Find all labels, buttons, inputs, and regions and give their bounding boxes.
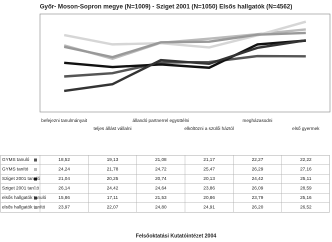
table-value: 20,25 (107, 176, 119, 181)
series-line (63, 20, 307, 49)
table-value: 15,86 (58, 195, 70, 200)
table-row-label: Sziget 2001 tanító (2, 186, 39, 191)
footer: Felsőoktatási Kutatóintézet 2004 (136, 233, 217, 239)
table-value: 21,04 (58, 176, 70, 181)
table-value: 21,08 (155, 157, 167, 162)
table-value: 21,17 (203, 157, 215, 162)
series-line (64, 39, 306, 69)
table-row-label: GYMS tanuló (2, 157, 30, 162)
series-line (63, 39, 307, 93)
table-value: 24,64 (155, 186, 167, 191)
table-value: 20,13 (203, 176, 215, 181)
table-row-label: Sziget 2001 tanuló (2, 176, 41, 181)
x-tick-label: megházasodni (243, 118, 273, 123)
table-value: 23,97 (58, 205, 70, 210)
table-value: 28,59 (300, 186, 312, 191)
table-value: 20,74 (155, 176, 167, 181)
table-value: 17,11 (107, 195, 119, 200)
table-value: 24,24 (58, 167, 70, 172)
table-value: 22,07 (107, 205, 119, 210)
table-value: 24,80 (155, 205, 167, 210)
table-value: 24,72 (155, 167, 167, 172)
legend-swatch (34, 206, 37, 209)
x-tick-label: első gyermek (292, 126, 320, 131)
legend-swatch (34, 177, 37, 181)
x-tick-label: teljes állást vállalni (93, 126, 131, 131)
table-value: 21,53 (155, 195, 167, 200)
x-tick-label: befejezni tanulmányait (41, 118, 87, 123)
table-value: 20,86 (203, 195, 215, 200)
table-value: 24,42 (252, 176, 264, 181)
legend-swatch (34, 187, 37, 190)
table-value: 25,16 (300, 195, 312, 200)
table-value: 22,27 (252, 157, 264, 162)
table-value: 21,78 (107, 167, 119, 172)
table-value: 26,52 (300, 205, 312, 210)
chart-title: Győr- Moson-Sopron megye (N=1009) - Szig… (40, 4, 293, 11)
table-value: 19,13 (107, 157, 119, 162)
table-value: 24,91 (203, 205, 215, 210)
series-line (63, 31, 306, 59)
table-value: 23,79 (252, 195, 264, 200)
table-value: 26,20 (252, 205, 264, 210)
table-value: 26,14 (58, 186, 70, 191)
table-value: 25,47 (203, 167, 215, 172)
legend-swatch (34, 196, 37, 200)
table-row-label: elsős hallgatók tanuló (2, 195, 47, 200)
table-value: 27,16 (300, 167, 312, 172)
x-tick-label: elköltözni a szülői háztól (184, 126, 234, 131)
table-value: 22,22 (300, 157, 312, 162)
legend-swatch (34, 158, 37, 162)
legend-swatch (34, 168, 37, 171)
x-tick-label: állandó partnerrel együttélni (132, 118, 189, 123)
table-value: 25,11 (300, 176, 312, 181)
table-value: 26,09 (252, 186, 264, 191)
table-value: 24,42 (107, 186, 119, 191)
table-row-label: GYMS tanító (2, 167, 29, 172)
table-row-label: elsős hallgatók tanító (2, 205, 46, 210)
table-value: 23,86 (203, 186, 215, 191)
table-value: 26,29 (252, 167, 264, 172)
table-value: 18,52 (58, 157, 70, 162)
